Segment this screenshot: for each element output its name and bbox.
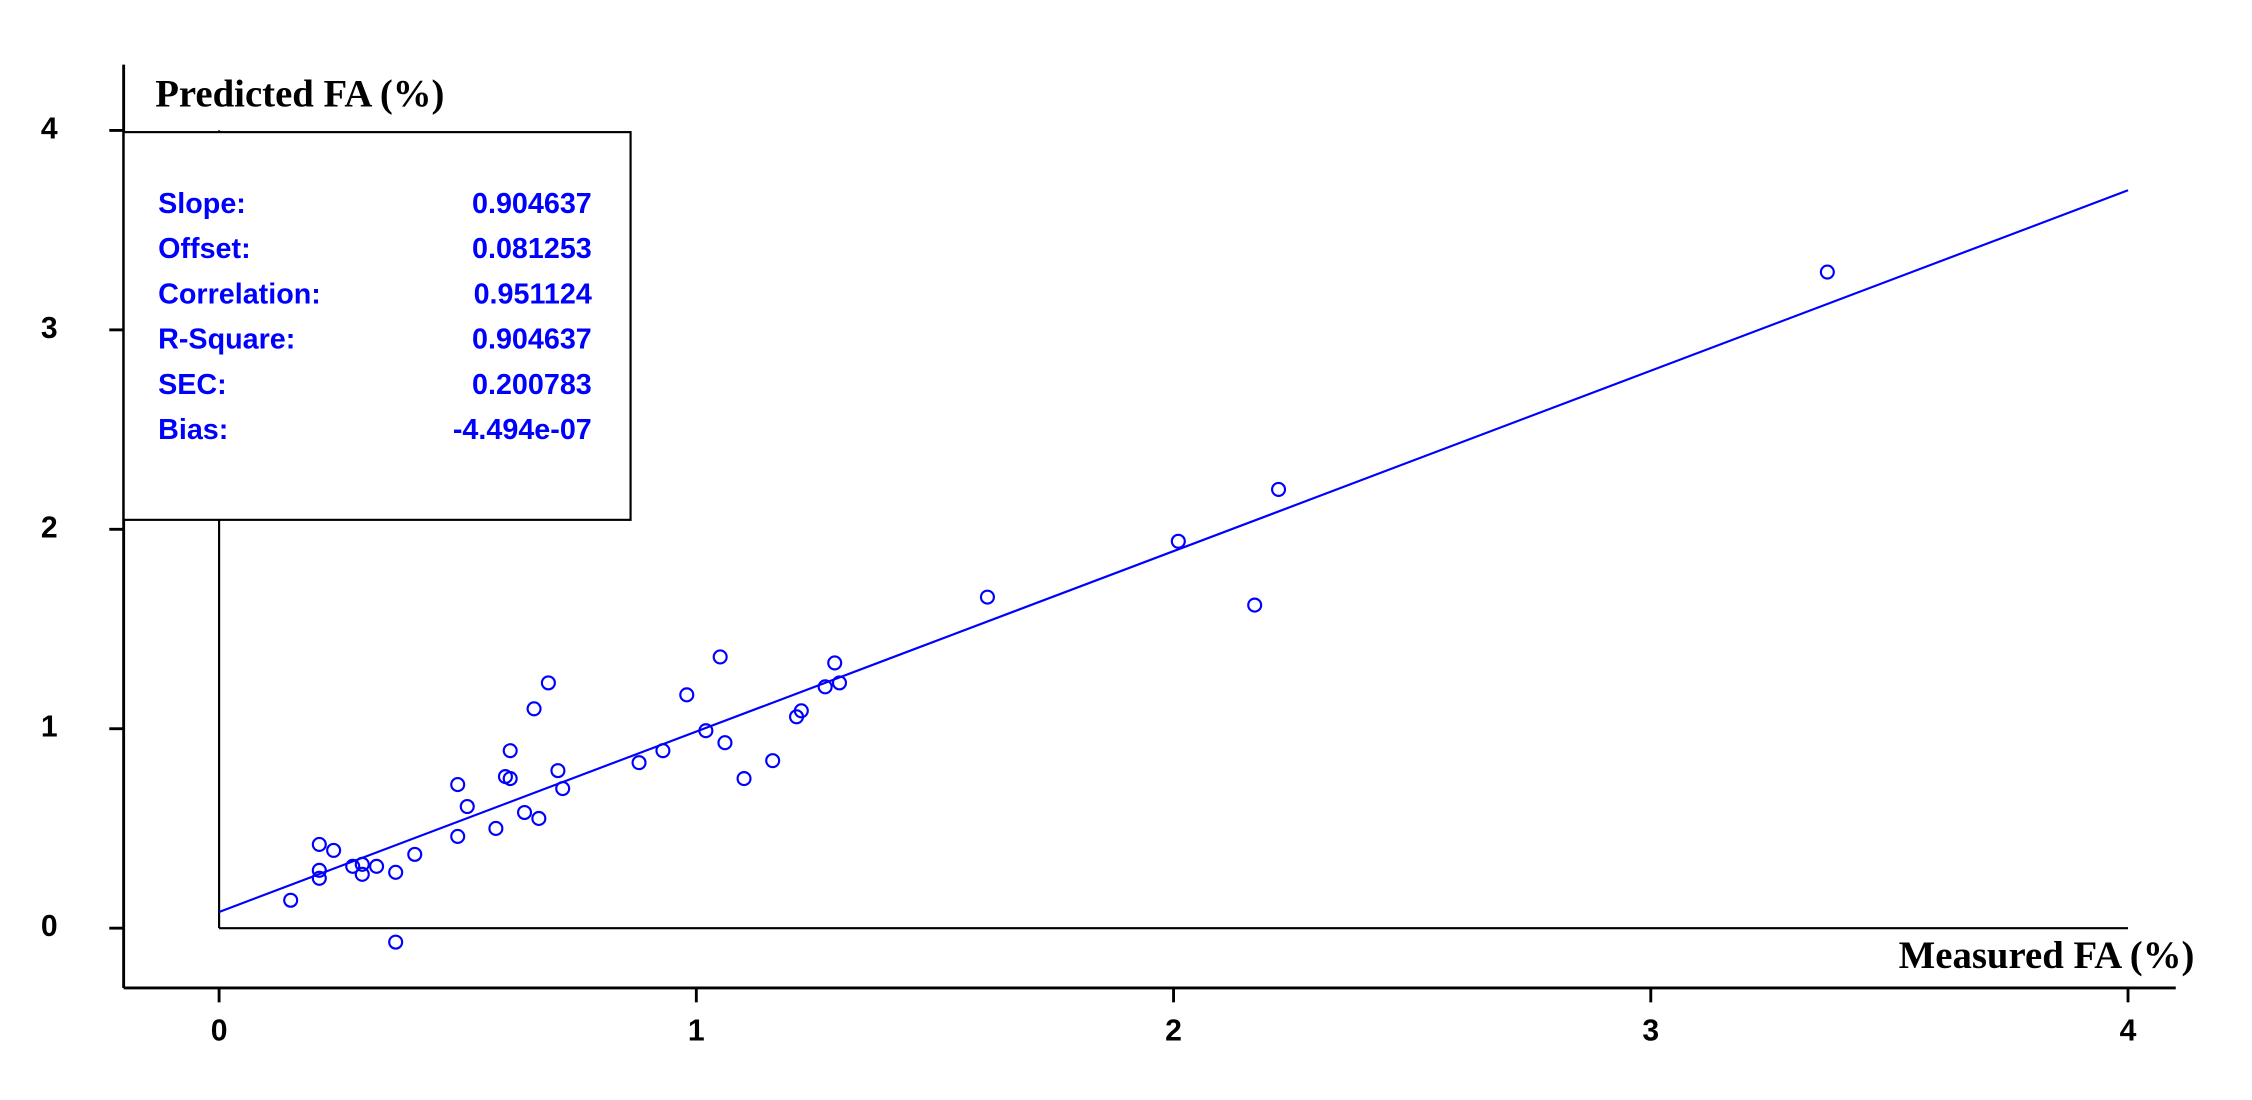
data-point: [717, 735, 733, 751]
data-point: [555, 781, 571, 797]
stat-name: Bias:: [158, 414, 228, 446]
data-point: [712, 649, 728, 665]
stat-name: R-Square:: [158, 324, 295, 356]
data-point: [488, 820, 504, 836]
data-point: [354, 866, 370, 882]
data-point: [531, 810, 547, 827]
data-point: [283, 892, 299, 908]
data-point: [679, 687, 695, 703]
stats-box: [122, 131, 632, 521]
y-tick-label: 1: [41, 711, 58, 744]
stat-value: 0.951124: [474, 278, 592, 310]
data-point: [1170, 533, 1186, 549]
data-point: [326, 842, 342, 858]
y-tick-label: 2: [41, 511, 58, 544]
stat-value: -4.494e-07: [453, 414, 592, 446]
data-point: [765, 753, 781, 769]
data-point: [388, 864, 404, 880]
data-point: [526, 701, 542, 717]
data-point: [311, 870, 327, 886]
data-point: [631, 755, 647, 771]
data-point: [354, 856, 370, 872]
data-point: [831, 675, 848, 691]
fit-line: [218, 189, 2129, 913]
data-point: [450, 828, 466, 844]
data-point: [459, 798, 475, 815]
data-point: [450, 777, 466, 793]
stat-name: SEC:: [158, 369, 227, 401]
data-point: [1247, 597, 1263, 613]
data-point: [540, 675, 556, 691]
data-point: [311, 862, 327, 878]
data-point: [550, 763, 566, 779]
data-point: [407, 846, 423, 862]
data-point: [698, 723, 714, 739]
data-point: [369, 858, 385, 874]
stat-value: 0.081253: [472, 233, 592, 265]
data-point: [736, 771, 752, 787]
data-point: [979, 589, 995, 605]
y-axis-title: Predicted FA (%): [155, 73, 444, 116]
data-point: [516, 804, 533, 821]
stat-name: Slope:: [158, 188, 246, 220]
x-tick-label: 4: [2120, 1014, 2137, 1047]
data-point: [502, 743, 518, 759]
x-tick-label: 1: [688, 1014, 705, 1047]
stat-name: Correlation:: [158, 278, 321, 310]
data-point: [345, 858, 361, 874]
y-tick-label: 4: [41, 112, 58, 145]
data-point: [817, 679, 833, 695]
stat-value: 0.200783: [472, 369, 592, 401]
data-point: [827, 655, 843, 671]
data-point: [502, 771, 518, 787]
data-point: [1819, 264, 1835, 280]
data-point: [311, 836, 327, 852]
x-axis-title: Measured FA (%): [1899, 934, 2195, 977]
data-point: [793, 703, 809, 719]
data-point: [388, 934, 404, 950]
stat-name: Offset:: [158, 233, 251, 265]
x-tick-label: 3: [1642, 1014, 1659, 1047]
stat-value: 0.904637: [472, 324, 592, 356]
x-tick-label: 2: [1165, 1014, 1182, 1047]
x-tick-label: 0: [211, 1014, 228, 1047]
y-tick-label: 0: [41, 910, 58, 943]
data-point: [655, 743, 671, 759]
stat-value: 0.904637: [472, 188, 592, 220]
data-point: [1271, 481, 1287, 497]
y-tick-label: 3: [41, 312, 58, 345]
